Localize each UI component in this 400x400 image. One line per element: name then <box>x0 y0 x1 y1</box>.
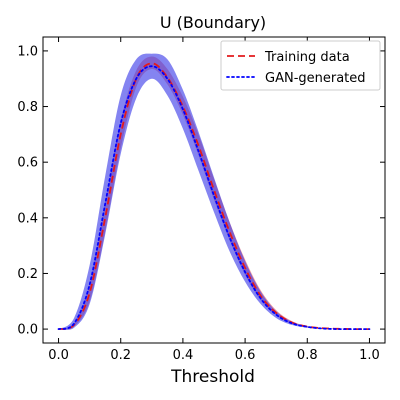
line-training <box>58 62 370 331</box>
axes: 0.0 0.2 0.4 0.6 0.8 1.0 0.0 0.2 0.4 0.6 0.8 1.0 <box>17 36 386 363</box>
y-tick-label: 1.0 <box>17 44 38 59</box>
y-tick-label: 0.2 <box>17 267 38 282</box>
legend-label-gan: GAN-generated <box>265 71 366 86</box>
y-tick-label: 0.4 <box>17 211 38 226</box>
line-gan <box>57 65 371 331</box>
y-tick-label: 0.8 <box>17 100 38 115</box>
x-tick-label: 0.6 <box>235 348 256 363</box>
x-tick-label: 1.0 <box>359 348 380 363</box>
x-axis-label: Threshold <box>170 367 255 387</box>
plot-area <box>57 53 371 331</box>
x-tick-label: 0.8 <box>297 348 318 363</box>
chart-title: U (Boundary) <box>160 13 266 32</box>
y-tick-label: 0.6 <box>17 156 38 171</box>
legend-label-training: Training data <box>264 50 350 65</box>
axes-frame <box>42 36 386 344</box>
x-tick-label: 0.0 <box>48 348 69 363</box>
legend: Training data GAN-generated <box>220 40 381 91</box>
x-tick-label: 0.2 <box>110 348 131 363</box>
legend-box <box>220 40 381 91</box>
y-tick-label: 0.0 <box>17 323 38 338</box>
x-tick-label: 0.4 <box>173 348 194 363</box>
